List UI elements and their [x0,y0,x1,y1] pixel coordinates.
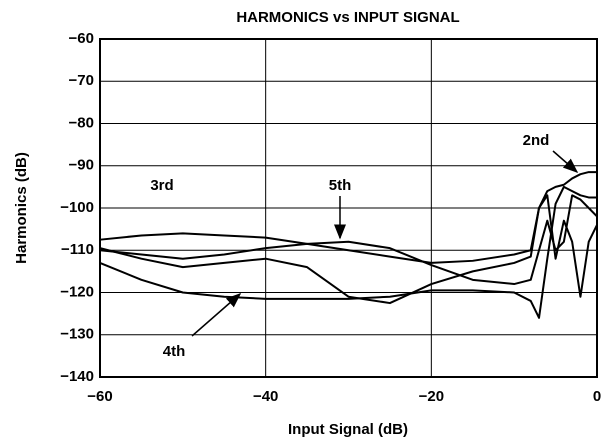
x-axis-label: Input Signal (dB) [288,421,408,438]
plot-frame [99,38,598,378]
series-line [99,194,598,305]
y-tick-label: −120 [60,283,94,300]
x-tick-label: −40 [253,388,278,405]
x-tick-label: 0 [593,388,601,405]
y-tick-label: −80 [69,114,94,131]
series-line [99,194,598,286]
y-axis-label: Harmonics (dB) [13,152,30,264]
series-label: 3rd [150,177,173,194]
y-tick-label: −100 [60,199,94,216]
y-tick-label: −140 [60,368,94,385]
y-tick-label: −60 [69,30,94,47]
y-tick-label: −90 [69,157,94,174]
series-label: 4th [163,343,186,360]
arrow [552,150,579,173]
chart-title: HARMONICS vs INPUT SIGNAL [236,9,459,26]
x-tick-label: −60 [87,388,112,405]
y-tick-label: −130 [60,326,94,343]
series-label: 5th [329,177,352,194]
y-tick-label: −70 [69,72,94,89]
y-tick-label: −110 [61,241,94,258]
arrow [191,293,242,337]
x-tick-label: −20 [419,388,444,405]
series-line [99,185,597,319]
series-line [99,171,597,264]
series-label: 2nd [523,132,550,149]
